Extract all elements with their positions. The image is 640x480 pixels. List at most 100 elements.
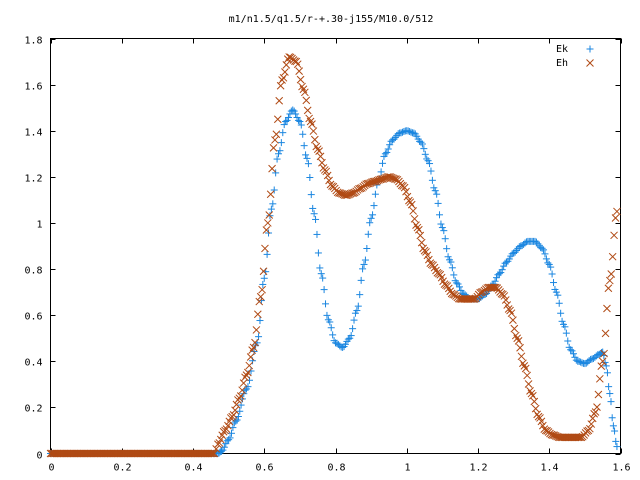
data-point [521,364,530,373]
data-point [548,270,556,278]
data-point [386,141,394,149]
data-point [350,316,358,324]
data-point [318,158,326,167]
data-point [346,189,355,198]
data-point [262,226,271,234]
legend-marker-glyph [586,45,594,53]
data-point [407,128,415,136]
legend-label-ek: Ek [556,44,568,55]
data-point [347,332,355,340]
data-point [260,274,268,282]
data-point [366,219,374,227]
data-point [367,214,375,222]
data-point [547,263,555,271]
legend-marker-glyph [586,59,594,67]
data-point [312,215,320,223]
data-point [231,406,239,415]
legend-entry-eh: Eh [556,58,594,69]
data-point [510,324,519,333]
data-point [361,256,369,264]
data-point [410,214,419,223]
data-point [209,449,217,458]
data-point [296,118,304,125]
data-point [363,245,371,253]
data-point [269,144,278,152]
y-tick-label: 0.2 [24,404,42,415]
data-point [299,130,307,138]
data-point [561,323,569,331]
data-point [272,169,280,177]
y-tick-label: 0.8 [24,266,42,277]
data-point [353,307,361,315]
data-point [266,190,275,199]
data-point [555,299,563,307]
data-point [313,230,321,238]
data-point [273,115,282,124]
data-point [503,258,510,266]
data-point [219,446,227,454]
data-point [322,300,330,308]
data-point [314,249,322,257]
data-point [355,184,363,193]
data-point [410,129,418,137]
data-point [315,147,323,156]
data-point [491,277,499,285]
data-point [503,301,512,309]
data-point [348,189,356,198]
data-point [415,225,423,234]
data-point [509,316,517,324]
data-point [307,191,315,199]
data-point [263,250,271,258]
x-tick-label: 1.6 [612,463,630,474]
data-point [272,130,281,139]
data-point [423,155,431,163]
data-point [413,223,422,232]
data-point [225,436,233,444]
data-point [362,180,370,189]
data-point [608,414,616,422]
data-point [303,106,312,115]
data-point [323,171,332,180]
data-point [226,434,234,442]
data-point [495,270,503,278]
data-point [222,440,230,448]
data-point [500,292,509,300]
data-point [258,285,266,294]
data-point [427,167,435,175]
data-point [251,338,259,347]
data-point [448,264,456,272]
x-axis-ticks: 0 0.2 0.4 0.6 0.8 1 1.2 1.4 1.6 [48,38,631,474]
data-point [275,150,282,158]
data-point [241,373,249,382]
data-point [269,200,277,208]
legend: Ek Eh [556,44,594,69]
data-point [263,219,272,227]
legend-label-eh: Eh [556,58,568,69]
data-point [325,176,333,185]
data-point [444,253,452,261]
data-point [276,81,285,90]
data-point [309,204,317,212]
data-point [333,188,342,197]
data-point [575,357,583,365]
data-point [278,76,286,84]
data-point [513,334,522,343]
data-point [336,342,344,350]
data-point [319,274,327,282]
data-point [369,211,377,219]
data-point [493,274,501,282]
y-tick-label: 0.6 [24,312,42,323]
data-point [239,379,248,387]
data-point [592,352,600,360]
data-point [450,271,458,279]
data-point [277,139,285,147]
y-tick-label: 1.4 [24,128,42,139]
data-point [306,117,315,126]
data-point [390,135,398,143]
data-point [605,276,614,285]
y-tick-label: 1 [36,220,42,231]
data-point [354,302,362,310]
data-point [438,224,446,232]
data-point [371,190,379,198]
data-point [550,279,558,287]
